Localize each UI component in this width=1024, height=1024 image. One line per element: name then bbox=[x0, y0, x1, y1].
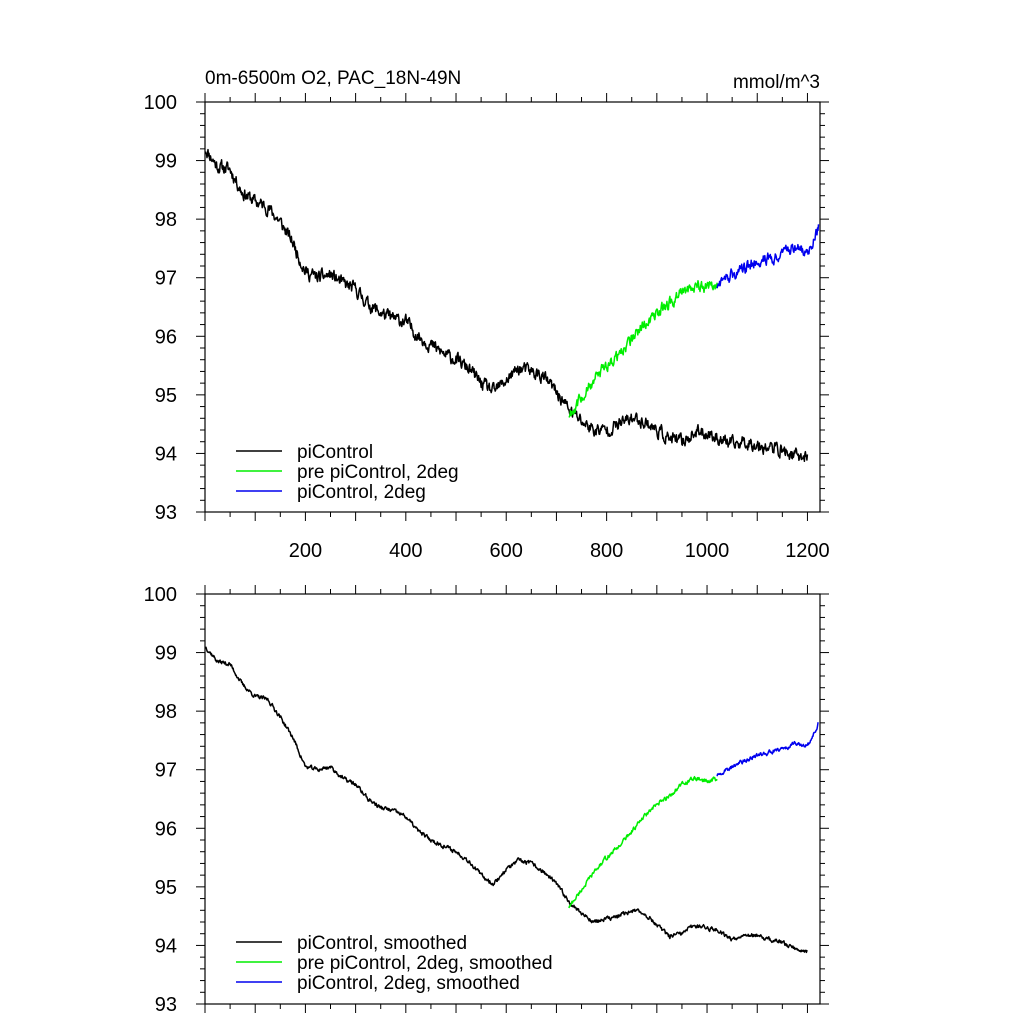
y-tick-label: 96 bbox=[155, 818, 177, 840]
plot-frame bbox=[204, 593, 821, 1005]
y-tick-label: 96 bbox=[155, 326, 177, 348]
y-tick-label: 98 bbox=[155, 209, 177, 231]
x-tick-label: 800 bbox=[590, 540, 623, 562]
series-pre-picontrol-2deg-line bbox=[568, 279, 718, 418]
x-tick-label: 1200 bbox=[785, 540, 830, 562]
y-tick-label: 97 bbox=[155, 268, 177, 290]
legend-label: piControl, 2deg, smoothed bbox=[297, 973, 520, 994]
top-panel: 93 94 95 96 97 98 99 100 200 400 600 800 1000 1200 piC… bbox=[144, 92, 830, 562]
y-tick-label: 93 bbox=[155, 994, 177, 1016]
y-tick-label: 99 bbox=[155, 643, 177, 665]
y-tick-label: 95 bbox=[155, 877, 177, 899]
legend-label: piControl, 2deg bbox=[297, 482, 426, 503]
plot-frame bbox=[204, 101, 821, 513]
y-tick-label: 98 bbox=[155, 701, 177, 723]
y-tick-label: 100 bbox=[144, 584, 177, 606]
series-picontrol-2deg-line bbox=[716, 224, 820, 289]
figure-title: 0m-6500m O2, PAC_18N-49N bbox=[205, 68, 461, 89]
units-label: mmol/m^3 bbox=[733, 72, 820, 93]
bottom-panel: 93 94 95 96 97 98 99 100 piControl, smoothedpre … bbox=[144, 584, 829, 1016]
y-tick-label: 100 bbox=[144, 92, 177, 114]
x-tick-label: 200 bbox=[289, 540, 322, 562]
y-tick-label: 94 bbox=[155, 935, 177, 957]
x-tick-label: 600 bbox=[490, 540, 523, 562]
y-tick-label: 93 bbox=[155, 502, 177, 524]
y-tick-label: 99 bbox=[155, 151, 177, 173]
x-tick-label: 400 bbox=[389, 540, 422, 562]
series-picontrol-smoothed-line bbox=[205, 646, 808, 954]
y-tick-label: 95 bbox=[155, 385, 177, 407]
legend-label: piControl, smoothed bbox=[297, 933, 467, 954]
series-picontrol-line bbox=[204, 148, 809, 463]
series-picontrol-2deg-smoothed-line bbox=[716, 722, 819, 777]
x-tick-label: 1000 bbox=[685, 540, 730, 562]
legend-label: piControl bbox=[297, 442, 373, 463]
y-tick-label: 97 bbox=[155, 760, 177, 782]
legend-label: pre piControl, 2deg, smoothed bbox=[297, 953, 553, 974]
legend-label: pre piControl, 2deg bbox=[297, 462, 459, 483]
series-pre-picontrol-2deg-smoothed-line bbox=[568, 775, 718, 909]
y-tick-label: 94 bbox=[155, 443, 177, 465]
